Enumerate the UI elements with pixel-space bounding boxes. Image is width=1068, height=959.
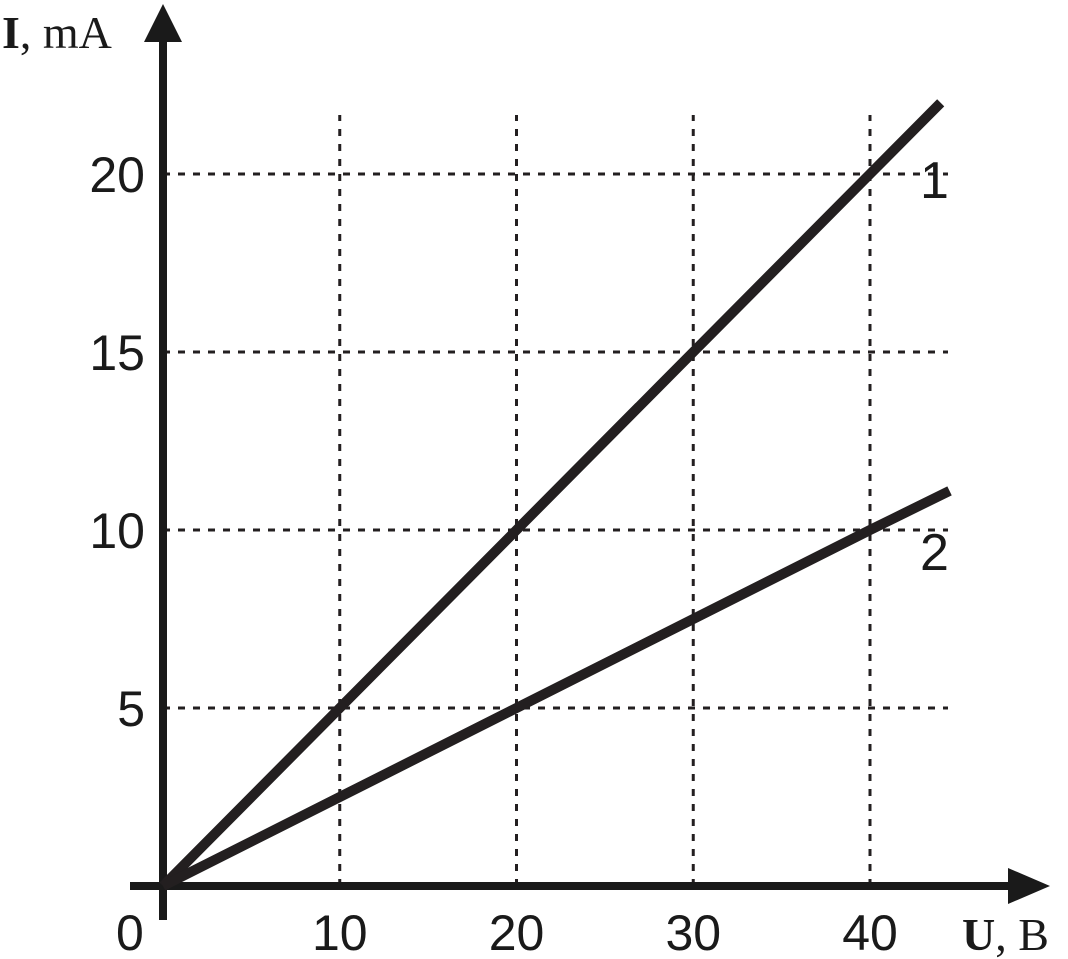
series-2-line xyxy=(160,486,952,891)
y-axis-symbol: I xyxy=(2,7,20,58)
x-tick-label: 30 xyxy=(665,905,721,959)
y-tick-label: 5 xyxy=(117,681,145,737)
series-group xyxy=(159,99,952,891)
x-tick-label: 20 xyxy=(489,905,545,959)
y-tick-label: 10 xyxy=(89,503,145,559)
x-tick-label: 40 xyxy=(842,905,898,959)
grid xyxy=(163,115,948,886)
origin-label: 0 xyxy=(116,905,144,959)
labels: I, mA U, В 0 1 2 10 20 30 40 5 10 15 20 xyxy=(2,7,1049,959)
x-axis-title: U, В xyxy=(962,909,1049,959)
x-tick-label: 10 xyxy=(312,905,368,959)
series-1-label: 1 xyxy=(920,152,949,210)
x-axis-symbol: U xyxy=(962,909,995,959)
y-axis-title: I, mA xyxy=(2,7,112,58)
x-axis-arrow-icon xyxy=(1008,868,1050,904)
y-axis-unit: , mA xyxy=(20,7,112,58)
series-2-label: 2 xyxy=(920,524,949,582)
y-tick-label: 15 xyxy=(89,325,145,381)
y-tick-label: 20 xyxy=(89,147,145,203)
x-axis-unit: , В xyxy=(995,909,1049,959)
series-1-line xyxy=(159,99,945,890)
axes xyxy=(130,4,1050,920)
y-axis-arrow-icon xyxy=(144,4,182,42)
